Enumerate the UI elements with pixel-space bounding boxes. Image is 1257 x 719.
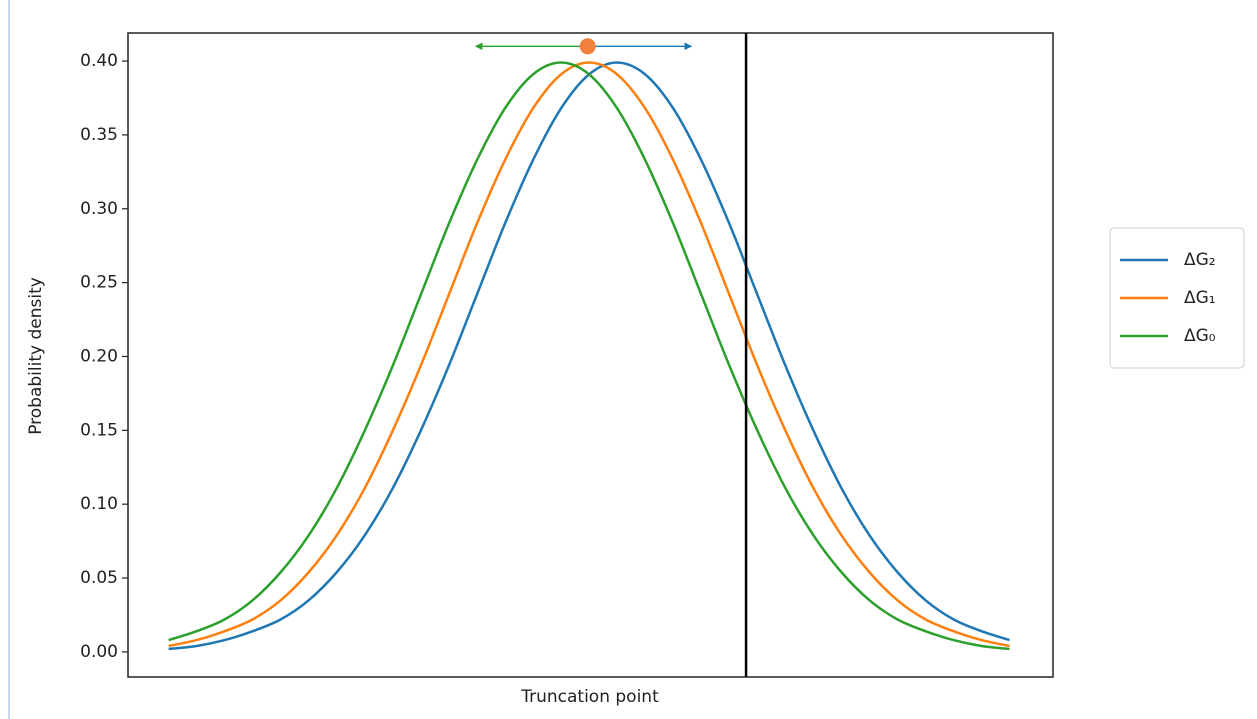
x-axis-label: Truncation point bbox=[520, 687, 659, 707]
legend-label: ΔG₁ bbox=[1184, 288, 1216, 308]
plot-frame bbox=[127, 32, 1054, 678]
y-tick-label: 0.15 bbox=[80, 420, 118, 440]
y-tick-label: 0.40 bbox=[80, 51, 118, 71]
series-line bbox=[168, 61, 1010, 651]
y-tick-label: 0.35 bbox=[80, 125, 118, 145]
y-tick-label: 0.10 bbox=[80, 494, 118, 514]
y-axis-label: Probability density bbox=[26, 277, 46, 435]
legend-label: ΔG₀ bbox=[1184, 326, 1216, 346]
y-tick-label: 0.00 bbox=[80, 642, 118, 662]
y-tick-label: 0.05 bbox=[80, 568, 118, 588]
y-tick-label: 0.30 bbox=[80, 199, 118, 219]
series-line bbox=[168, 61, 1010, 651]
series-line bbox=[168, 61, 1010, 648]
y-tick-label: 0.25 bbox=[80, 273, 118, 293]
legend-box bbox=[1109, 227, 1245, 369]
marker-dot bbox=[579, 38, 596, 55]
y-tick-label: 0.20 bbox=[80, 346, 118, 366]
legend-label: ΔG₂ bbox=[1184, 250, 1216, 270]
